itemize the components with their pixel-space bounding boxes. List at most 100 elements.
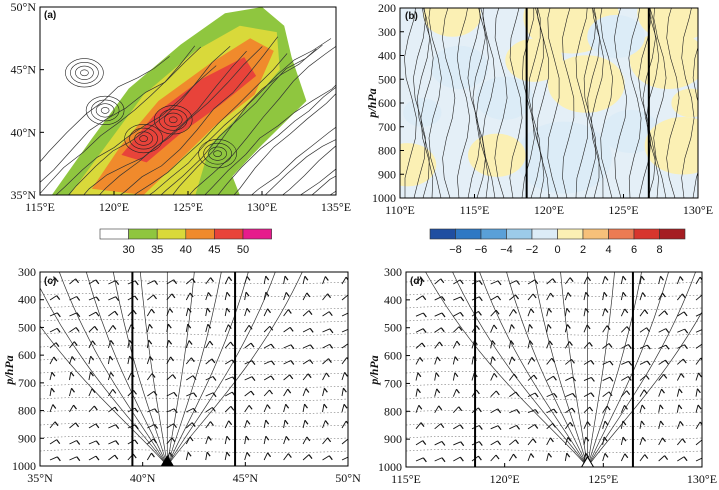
panel-d-wind-barb <box>658 292 663 301</box>
panel-a-contour <box>153 105 193 135</box>
panel-a-contour <box>134 131 153 146</box>
panel-c-wind-barb-flag <box>308 454 313 459</box>
panel-c-wind-barb <box>108 296 116 301</box>
panel-c-wind-barb <box>88 455 97 461</box>
panel-d-wind-barb-flag <box>609 360 614 366</box>
panel-d-wind-barb-flag <box>665 344 670 350</box>
panel-a-band-45 <box>121 57 257 163</box>
panel-d-wind-barb-flag <box>696 388 701 394</box>
panel-a-x-tick-label: 125°E <box>173 200 203 214</box>
panel-c-y-tick-label: 900 <box>18 431 36 445</box>
panel-d-wind-barb-flag <box>664 359 669 365</box>
panel-d-wind-barb <box>583 292 587 301</box>
panel-d-wind-barb <box>658 359 666 365</box>
panel-d-wind-barb-flag <box>663 373 668 379</box>
panel-d-y-axis-label: p/hPa <box>367 355 381 385</box>
panel-c-wind-barb <box>224 436 228 445</box>
panel-c-wind-barb <box>244 405 250 413</box>
panel-d-wind-barb <box>508 340 512 349</box>
panel-c-wind-barb-flag <box>266 404 271 409</box>
panel-d-wind-barb-flag <box>681 293 686 299</box>
panel-d-wind-barb <box>583 421 588 430</box>
panel-c-wind-barb <box>341 312 348 317</box>
panel-b-streamline <box>642 8 656 198</box>
panel-c-wind-barb <box>341 276 347 285</box>
panel-d-wind-barb <box>509 409 517 414</box>
panel-d-wind-barb <box>676 438 683 446</box>
panel-a-streamline <box>98 46 263 195</box>
panel-d-wind-barb-flag <box>643 389 648 395</box>
panel-c-isoline <box>40 448 348 454</box>
panel-c-wind-barb-flag <box>148 339 153 345</box>
panel-c-wind-barb-flag <box>153 294 158 300</box>
panel-d-wind-barb-flag <box>477 311 482 316</box>
panel-c-wind-barb-flag <box>171 437 176 443</box>
panel-c-wind-barb-flag <box>173 279 178 285</box>
panel-d-wind-barb <box>620 436 624 446</box>
panel-d-wind-barb <box>602 421 606 429</box>
panel-c-wind-barb-flag <box>329 343 334 349</box>
panel-a-contour <box>158 109 188 131</box>
panel-c-wind-barb <box>185 308 189 317</box>
panel-b-y-ticks: 200 300 400 500 600 700 800 900 1000 <box>372 1 404 205</box>
panel-d-wind-barb-flag <box>585 291 590 297</box>
panel-a-contour <box>163 112 183 127</box>
panel-d-wind-barb <box>415 457 424 462</box>
panel-a-x-tick-label: 115°E <box>25 200 55 214</box>
panel-b-streamline <box>475 8 489 198</box>
panel-b-streamline <box>456 8 471 198</box>
panel-c-wind-barb <box>302 344 311 349</box>
panel-d-wind-barb <box>639 420 642 429</box>
panel-c-wind-barb <box>244 292 247 301</box>
panel-c-wind-barb-flag <box>169 452 174 457</box>
panel-d-wind-barb <box>546 423 553 430</box>
panel-c-wind-barb <box>107 372 112 381</box>
panel-d-wind-barb-flag <box>547 324 552 329</box>
panel-c-wind-barb <box>108 325 114 333</box>
panel-c-wind-barb-flag <box>246 275 251 281</box>
panel-c-wind-barb <box>49 342 57 349</box>
panel-c-wind-barb-flag <box>248 404 253 410</box>
panel-d-wind-barb-flag <box>682 358 687 364</box>
panel-c-contour <box>166 272 222 466</box>
panel-c-wind-barb-flag <box>209 340 214 346</box>
panel-c-wind-barb-flag <box>56 295 61 300</box>
panel-b-x-tick-label: 120°E <box>534 203 564 217</box>
panel-d-wind-barb <box>621 376 629 381</box>
panel-d-wind-barb <box>602 453 606 462</box>
panel-d-wind-barb-flag <box>661 437 666 443</box>
panel-d-wind-barb-flag <box>683 456 688 462</box>
panel-c-wind-barb-flag <box>265 435 270 441</box>
panel-d-wind-barb-flag <box>422 295 427 301</box>
panel-c-wind-barb <box>341 456 348 461</box>
panel-d-wind-barb-flag <box>622 420 627 426</box>
panel-c-wind-barb-flag <box>349 457 352 461</box>
panel-d-wind-barb <box>546 357 553 365</box>
panel-d-y-tick-label: 1000 <box>378 460 402 474</box>
panel-a-streamline <box>204 84 336 195</box>
panel-c-wind-barb-flag <box>95 311 100 317</box>
panel-d-wind-barb <box>620 420 624 429</box>
panel-a-tag: (a) <box>44 10 56 21</box>
panel-c-wind-barb-flag <box>95 455 100 461</box>
panel-c-wind-barb <box>341 420 347 429</box>
panel-d-wind-barb-flag <box>510 340 515 345</box>
panel-d-wind-barb-flag <box>422 312 427 318</box>
panel-c-wind-barb <box>205 308 208 317</box>
panel-d-wind-barb-flag <box>552 375 557 381</box>
panel-c-contour <box>40 287 168 466</box>
panel-d-wind-barb-flag <box>683 311 688 317</box>
panel-d-wind-barb-flag <box>567 436 572 442</box>
panel-a-contour <box>124 124 163 154</box>
panel-d-wind-barb <box>434 457 443 462</box>
panel-c-wind-barb-flag <box>308 310 313 315</box>
panel-c-wind-barb <box>224 406 232 413</box>
panel-d-wind-barb-flag <box>495 390 500 396</box>
panel-d-wind-barb-flag <box>438 405 443 411</box>
panel-d-wind-barb <box>471 356 474 365</box>
panel-c-wind-barb-flag <box>110 371 115 377</box>
panel-c-wind-barb <box>146 373 153 381</box>
panel-d-wind-barb <box>695 312 702 317</box>
panel-c-wind-barb-flag <box>212 376 217 381</box>
panel-d-wind-barb <box>415 295 423 301</box>
